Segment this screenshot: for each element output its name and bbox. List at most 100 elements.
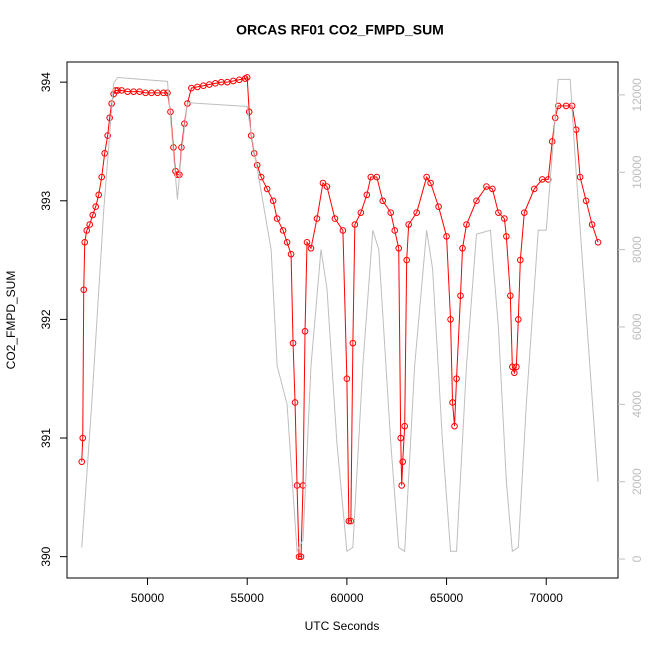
data-point [223,78,231,86]
y-tick-label: 392 [39,309,53,329]
data-point [427,179,434,187]
data-point [401,422,408,430]
data-point [114,87,121,94]
data-point [263,185,271,193]
data-point [413,209,420,216]
data-point [399,458,407,466]
data-point [511,369,518,377]
x-tick-label: 65000 [430,591,464,605]
plot-frame [66,61,619,579]
data-point [453,375,460,383]
data-point [297,553,305,560]
data-point [594,239,602,246]
data-point [459,244,466,252]
data-point [98,173,105,181]
data-point [79,434,87,442]
data-point [530,185,538,193]
data-point [200,82,207,90]
data-point [357,209,365,216]
data-point [83,227,91,234]
data-point [495,209,502,216]
data-point [206,81,213,88]
y2-tick-label: 0 [630,555,644,562]
data-point [303,239,311,246]
data-point [319,179,327,187]
data-point [80,286,88,294]
data-point [398,482,406,489]
data-point [188,84,195,92]
data-point [443,233,450,240]
data-point [287,250,295,258]
data-point [212,80,219,87]
data-point [554,102,562,110]
data-point [307,244,315,252]
data-point [521,209,528,216]
data-point [279,227,287,234]
x-tick-label: 60000 [330,591,364,605]
x-tick-label: 50000 [131,591,165,605]
data-point [92,203,100,211]
data-point [449,399,456,406]
data-point [349,339,357,347]
data-point [301,327,309,335]
data-point [160,89,167,97]
data-point [101,150,108,157]
data-point [473,197,480,205]
data-point [423,173,430,181]
data-point [548,138,556,145]
data-point [582,197,590,205]
data-point [269,197,277,205]
data-point [194,83,201,91]
y2-tick-label: 8000 [630,236,644,263]
data-point [363,191,371,199]
data-point [501,215,508,222]
y2-tick-label: 10000 [630,155,644,189]
data-point [503,233,510,240]
y-tick-label: 394 [39,72,53,92]
data-point [106,114,113,122]
y-tick-label: 393 [39,190,53,210]
data-point [447,316,454,323]
x-axis-label: UTC Seconds [305,619,380,633]
y-tick-label: 391 [39,428,53,448]
data-point [283,239,291,246]
data-point [457,292,464,299]
data-point [78,458,86,466]
data-point [295,553,303,560]
data-point [351,221,359,228]
chart-title: ORCAS RF01 CO2_FMPD_SUM [236,22,444,38]
data-point [345,517,353,525]
series-line [81,76,599,554]
data-point [313,215,321,222]
data-point [544,176,552,183]
data-point [373,173,381,181]
data-point [347,517,355,525]
data-point [405,221,412,228]
y-axis-label: CO2_FMPD_SUM [4,271,18,370]
data-point [507,292,514,299]
y-tick-label: 390 [39,546,53,566]
data-point [509,363,516,371]
y2-tick-label: 4000 [630,391,644,418]
data-point [513,363,520,371]
data-point [339,227,347,234]
data-point [245,108,253,116]
data-point [379,197,387,205]
data-point [463,221,470,228]
data-point [164,89,171,97]
data-point [136,88,143,95]
data-point [343,375,351,383]
data-point [95,191,102,199]
data-point [118,87,125,94]
data-point [86,221,94,228]
y2-tick-label: 2000 [630,468,644,495]
data-point [110,90,117,98]
data-point [174,171,181,178]
data-point [588,221,596,228]
x-tick-label: 70000 [530,591,564,605]
data-point [397,434,405,442]
data-point [229,77,237,85]
y2-tick-label: 12000 [630,78,644,112]
data-point [395,244,403,252]
